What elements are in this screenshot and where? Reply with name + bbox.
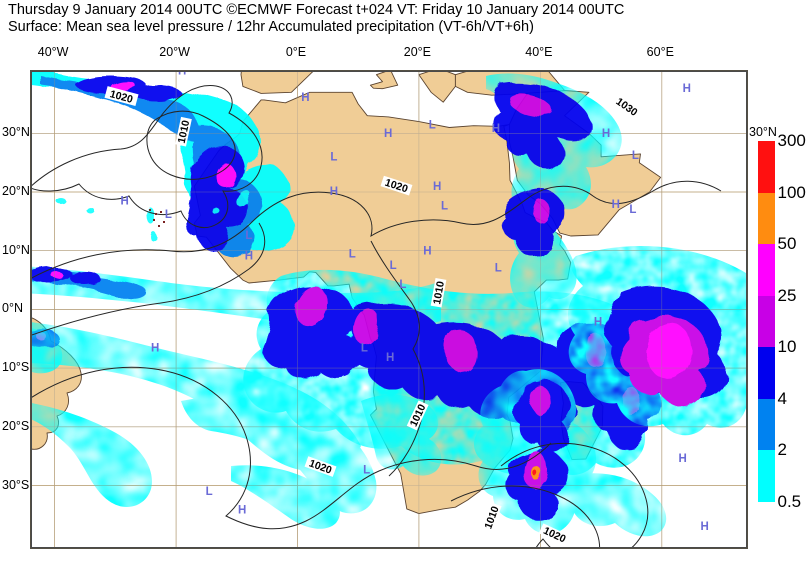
svg-text:L: L <box>363 465 370 477</box>
svg-text:L: L <box>399 279 406 291</box>
svg-text:H: H <box>423 246 431 258</box>
svg-text:L: L <box>245 230 252 242</box>
svg-text:H: H <box>611 199 619 211</box>
svg-text:H: H <box>244 251 252 263</box>
svg-text:L: L <box>494 263 501 275</box>
svg-text:H: H <box>491 123 499 135</box>
svg-text:H: H <box>700 521 708 533</box>
svg-text:H: H <box>433 181 441 193</box>
svg-text:H: H <box>120 195 128 207</box>
svg-text:L: L <box>428 120 435 132</box>
svg-text:H: H <box>150 343 158 355</box>
svg-text:L: L <box>629 204 636 216</box>
svg-text:H: H <box>593 317 601 329</box>
svg-text:L: L <box>330 152 337 164</box>
svg-text:H: H <box>601 128 609 140</box>
svg-text:L: L <box>360 343 367 355</box>
svg-text:H: H <box>329 186 337 198</box>
svg-text:L: L <box>631 150 638 162</box>
svg-text:L: L <box>348 248 355 260</box>
svg-text:L: L <box>440 201 447 213</box>
svg-text:H: H <box>678 453 686 465</box>
svg-text:H: H <box>237 505 245 517</box>
svg-text:H: H <box>384 128 392 140</box>
svg-text:L: L <box>389 260 396 272</box>
svg-text:L: L <box>205 486 212 498</box>
svg-text:L: L <box>164 209 171 221</box>
svg-text:H: H <box>301 92 309 104</box>
svg-text:H: H <box>386 352 394 364</box>
svg-text:H: H <box>178 71 186 78</box>
svg-text:H: H <box>682 83 690 95</box>
